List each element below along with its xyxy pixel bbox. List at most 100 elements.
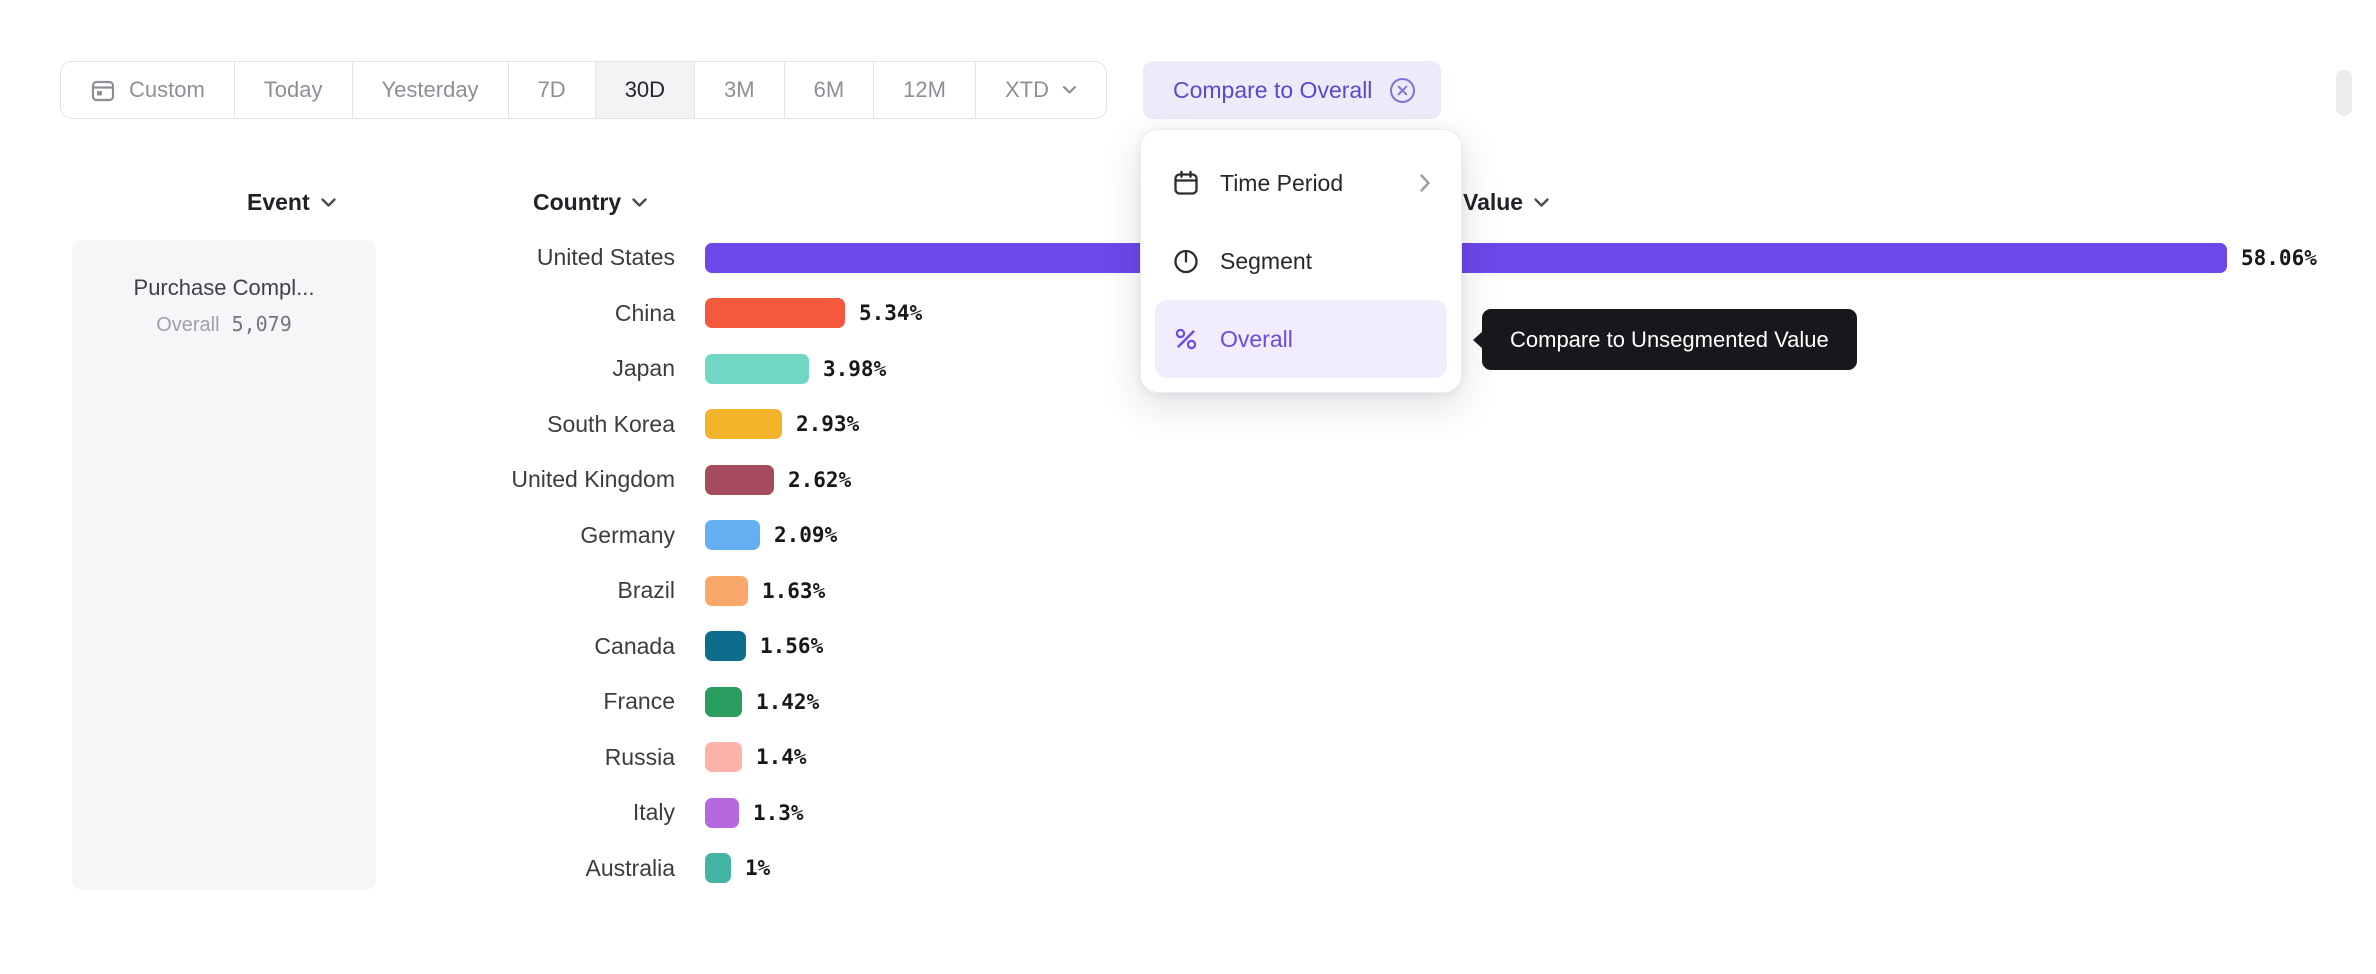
chart-row: South Korea 2.93% xyxy=(0,397,2317,453)
country-value: 2.93% xyxy=(796,412,860,437)
tooltip-text: Compare to Unsegmented Value xyxy=(1510,326,1829,352)
remove-compare-icon[interactable] xyxy=(1388,76,1417,105)
country-bar[interactable] xyxy=(705,575,748,606)
country-bar[interactable] xyxy=(705,797,739,828)
country-bar[interactable] xyxy=(705,631,746,662)
chart-row: Germany 2.09% xyxy=(0,508,2317,564)
chart-row: United Kingdom 2.62% xyxy=(0,452,2317,508)
preset-xtd[interactable]: XTD xyxy=(974,62,1106,118)
preset-7d[interactable]: 7D xyxy=(507,62,595,118)
menu-item-label: Segment xyxy=(1220,247,1313,274)
preset-label: 7D xyxy=(537,77,566,102)
preset-label: 12M xyxy=(903,77,946,102)
country-value: 2.09% xyxy=(774,523,838,548)
compare-to-overall-button[interactable]: Compare to Overall xyxy=(1143,61,1442,119)
country-label: Brazil xyxy=(617,577,675,604)
event-overall-row: Overall 5,079 xyxy=(72,311,376,338)
event-card[interactable]: Purchase Compl... Overall 5,079 xyxy=(72,240,376,890)
preset-label: Yesterday xyxy=(381,77,479,102)
country-label: United Kingdom xyxy=(511,466,675,493)
country-value: 1% xyxy=(745,856,771,881)
chevron-down-icon xyxy=(631,197,648,208)
chevron-down-icon xyxy=(320,197,337,208)
country-bar[interactable] xyxy=(705,853,731,884)
country-value: 58.06% xyxy=(2241,245,2317,270)
country-bar[interactable] xyxy=(705,242,2227,273)
preset-6m[interactable]: 6M xyxy=(783,62,874,118)
event-name: Purchase Compl... xyxy=(133,275,315,300)
country-value: 1.63% xyxy=(762,578,826,603)
menu-item-label: Overall xyxy=(1220,325,1293,352)
segment-icon xyxy=(1171,247,1201,275)
country-value: 1.56% xyxy=(760,634,824,659)
preset-12m[interactable]: 12M xyxy=(873,62,975,118)
country-value: 1.42% xyxy=(756,689,820,714)
country-value: 5.34% xyxy=(859,301,923,326)
country-value: 1.4% xyxy=(756,745,807,770)
country-label: Australia xyxy=(585,854,675,881)
menu-item-time-period[interactable]: Time Period xyxy=(1155,144,1447,222)
country-label: Germany xyxy=(580,521,675,548)
chart-row: China 5.34% xyxy=(0,286,2317,342)
menu-item-segment[interactable]: Segment xyxy=(1155,222,1447,300)
country-value: 1.3% xyxy=(753,800,804,825)
country-bar[interactable] xyxy=(705,742,742,773)
chevron-down-icon xyxy=(1533,197,1550,208)
preset-yesterday[interactable]: Yesterday xyxy=(351,62,508,118)
preset-label: 6M xyxy=(813,77,845,102)
menu-item-overall[interactable]: Overall xyxy=(1155,300,1447,378)
preset-label: 30D xyxy=(624,77,666,102)
preset-3m[interactable]: 3M xyxy=(694,62,784,118)
chart-row: United States 58.06% xyxy=(0,230,2317,286)
date-range-group: Custom Today Yesterday 7D 30D 3M 6M 12M XTD xyxy=(60,61,1107,119)
overall-label: Overall xyxy=(156,314,220,336)
overall-value: 5,079 xyxy=(231,312,292,336)
country-label: South Korea xyxy=(547,410,675,437)
chart-row: Australia 1% xyxy=(0,841,2317,897)
preset-30d[interactable]: 30D xyxy=(594,62,695,118)
country-value: 3.98% xyxy=(823,356,887,381)
country-label: China xyxy=(614,299,675,326)
country-bar[interactable] xyxy=(705,520,760,551)
scrollbar-fragment[interactable] xyxy=(2336,70,2352,116)
value-column-label: Value xyxy=(1463,189,1524,215)
calendar-icon xyxy=(90,77,116,103)
country-label: Canada xyxy=(594,632,675,659)
country-bar[interactable] xyxy=(705,353,809,384)
country-label: Japan xyxy=(612,355,675,382)
chevron-down-icon xyxy=(1062,85,1077,95)
country-label: France xyxy=(603,688,675,715)
country-label: United States xyxy=(536,244,675,271)
event-column-header[interactable]: Event xyxy=(247,189,337,216)
country-bar-chart: United States 58.06% China 5.34% Japan 3.98% S… xyxy=(0,230,2317,896)
preset-today[interactable]: Today xyxy=(233,62,352,118)
tooltip: Compare to Unsegmented Value xyxy=(1482,309,1857,370)
country-bar[interactable] xyxy=(705,686,742,717)
preset-label: 3M xyxy=(724,77,755,102)
chart-row: Brazil 1.63% xyxy=(0,563,2317,619)
calendar-icon xyxy=(1171,169,1201,197)
chart-row: Russia 1.4% xyxy=(0,730,2317,786)
country-bar[interactable] xyxy=(705,409,782,440)
country-label: Italy xyxy=(632,799,675,826)
event-column-label: Event xyxy=(247,189,310,215)
chart-row: Canada 1.56% xyxy=(0,619,2317,675)
country-bar[interactable] xyxy=(705,464,774,495)
country-label: Russia xyxy=(604,743,675,770)
percent-icon xyxy=(1171,325,1201,353)
chevron-right-icon xyxy=(1419,173,1431,193)
country-value: 2.62% xyxy=(788,467,852,492)
chart-row: France 1.42% xyxy=(0,674,2317,730)
chart-row: Italy 1.3% xyxy=(0,785,2317,841)
compare-label: Compare to Overall xyxy=(1173,76,1373,103)
country-column-header[interactable]: Country xyxy=(533,189,648,216)
country-column-label: Country xyxy=(533,189,622,215)
menu-item-label: Time Period xyxy=(1220,169,1344,196)
preset-label: XTD xyxy=(1004,77,1049,102)
preset-label: Today xyxy=(263,77,323,102)
chart-row: Japan 3.98% xyxy=(0,341,2317,397)
custom-label: Custom xyxy=(129,77,205,102)
custom-date-button[interactable]: Custom xyxy=(61,62,234,118)
value-column-header[interactable]: Value xyxy=(1463,189,1550,216)
country-bar[interactable] xyxy=(705,298,845,329)
